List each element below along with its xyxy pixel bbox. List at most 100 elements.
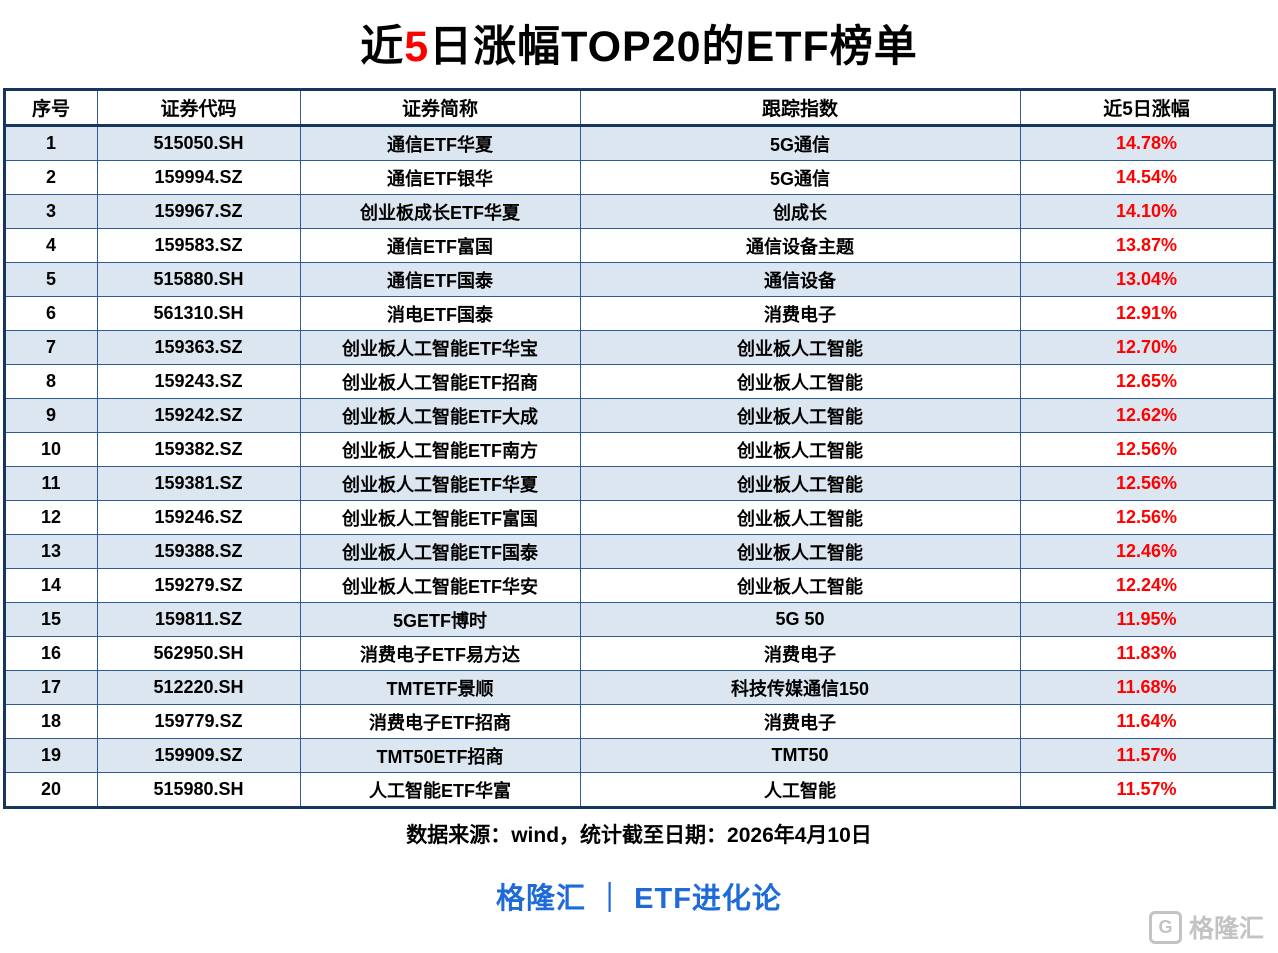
table-row: 14 159279.SZ 创业板人工智能ETF华安 创业板人工智能 12.24% xyxy=(3,568,1275,603)
cell-rank: 20 xyxy=(3,772,98,808)
cell-code: 561310.SH xyxy=(96,296,301,331)
cell-code: 159779.SZ xyxy=(96,704,301,739)
cell-code: 159279.SZ xyxy=(96,568,301,603)
cell-change: 13.87% xyxy=(1019,228,1275,263)
cell-code: 159967.SZ xyxy=(96,194,301,229)
cell-rank: 2 xyxy=(3,160,98,195)
cell-rank: 14 xyxy=(3,568,98,603)
cell-index: 创成长 xyxy=(579,194,1021,229)
cell-name: TMT50ETF招商 xyxy=(299,738,581,773)
table-row: 15 159811.SZ 5GETF博时 5G 50 11.95% xyxy=(3,602,1275,637)
cell-name: 创业板人工智能ETF华安 xyxy=(299,568,581,603)
cell-index: 消费电子 xyxy=(579,636,1021,671)
cell-code: 159242.SZ xyxy=(96,398,301,433)
cell-name: 通信ETF富国 xyxy=(299,228,581,263)
cell-index: 创业板人工智能 xyxy=(579,534,1021,569)
cell-code: 515050.SH xyxy=(96,125,301,161)
cell-rank: 12 xyxy=(3,500,98,535)
table-row: 1 515050.SH 通信ETF华夏 5G通信 14.78% xyxy=(3,125,1275,161)
cell-rank: 5 xyxy=(3,262,98,297)
cell-name: 5GETF博时 xyxy=(299,602,581,637)
table-row: 5 515880.SH 通信ETF国泰 通信设备 13.04% xyxy=(3,262,1275,297)
cell-name: 创业板人工智能ETF富国 xyxy=(299,500,581,535)
table-row: 11 159381.SZ 创业板人工智能ETF华夏 创业板人工智能 12.56% xyxy=(3,466,1275,501)
cell-rank: 13 xyxy=(3,534,98,569)
cell-code: 159388.SZ xyxy=(96,534,301,569)
gelonghui-watermark: G 格隆汇 xyxy=(1148,909,1264,945)
cell-code: 515880.SH xyxy=(96,262,301,297)
cell-change: 11.57% xyxy=(1019,772,1275,808)
cell-name: 消电ETF国泰 xyxy=(299,296,581,331)
cell-index: 通信设备 xyxy=(579,262,1021,297)
table-row: 12 159246.SZ 创业板人工智能ETF富国 创业板人工智能 12.56% xyxy=(3,500,1275,535)
table-row: 6 561310.SH 消电ETF国泰 消费电子 12.91% xyxy=(3,296,1275,331)
cell-change: 11.68% xyxy=(1019,670,1275,705)
cell-code: 159811.SZ xyxy=(96,602,301,637)
cell-index: 创业板人工智能 xyxy=(579,432,1021,467)
etf-ranking-table: 序号 证券代码 证券简称 跟踪指数 近5日涨幅 1 515050.SH 通信ETF华夏 5G通… xyxy=(2,88,1276,809)
cell-rank: 3 xyxy=(3,194,98,229)
cell-change: 14.10% xyxy=(1019,194,1275,229)
column-header: 序号 xyxy=(3,89,98,127)
table-row: 16 562950.SH 消费电子ETF易方达 消费电子 11.83% xyxy=(3,636,1275,671)
cell-index: 人工智能 xyxy=(579,772,1021,808)
title-suffix: 日涨幅TOP20的ETF榜单 xyxy=(429,23,918,71)
cell-rank: 11 xyxy=(3,466,98,501)
title-highlight: 5 xyxy=(404,23,430,71)
cell-change: 14.54% xyxy=(1019,160,1275,195)
cell-index: 5G通信 xyxy=(579,125,1021,161)
table-row: 3 159967.SZ 创业板成长ETF华夏 创成长 14.10% xyxy=(3,194,1275,229)
cell-name: 消费电子ETF易方达 xyxy=(299,636,581,671)
cell-index: 5G通信 xyxy=(579,160,1021,195)
cell-name: 创业板人工智能ETF国泰 xyxy=(299,534,581,569)
cell-rank: 10 xyxy=(3,432,98,467)
table-row: 18 159779.SZ 消费电子ETF招商 消费电子 11.64% xyxy=(3,704,1275,739)
cell-name: 通信ETF国泰 xyxy=(299,262,581,297)
gelonghui-watermark-text: 格隆汇 xyxy=(1188,915,1264,943)
cell-name: 创业板成长ETF华夏 xyxy=(299,194,581,229)
cell-code: 515980.SH xyxy=(96,772,301,808)
cell-index: 创业板人工智能 xyxy=(579,500,1021,535)
cell-change: 12.46% xyxy=(1019,534,1275,569)
cell-name: 人工智能ETF华富 xyxy=(299,772,581,808)
title-prefix: 近 xyxy=(360,23,405,71)
table-row: 20 515980.SH 人工智能ETF华富 人工智能 11.57% xyxy=(3,772,1275,808)
cell-change: 12.56% xyxy=(1019,466,1275,501)
table-row: 13 159388.SZ 创业板人工智能ETF国泰 创业板人工智能 12.46% xyxy=(3,534,1275,569)
column-header: 证券代码 xyxy=(96,89,301,127)
cell-index: 创业板人工智能 xyxy=(579,398,1021,433)
cell-index: 通信设备主题 xyxy=(579,228,1021,263)
cell-code: 159909.SZ xyxy=(96,738,301,773)
cell-change: 14.78% xyxy=(1019,125,1275,161)
cell-rank: 15 xyxy=(3,602,98,637)
cell-rank: 6 xyxy=(3,296,98,331)
cell-change: 12.70% xyxy=(1019,330,1275,365)
cell-rank: 17 xyxy=(3,670,98,705)
cell-code: 159243.SZ xyxy=(96,364,301,399)
table-row: 17 512220.SH TMTETF景顺 科技传媒通信150 11.68% xyxy=(3,670,1275,705)
cell-name: 消费电子ETF招商 xyxy=(299,704,581,739)
cell-index: 科技传媒通信150 xyxy=(579,670,1021,705)
table-row: 9 159242.SZ 创业板人工智能ETF大成 创业板人工智能 12.62% xyxy=(3,398,1275,433)
cell-change: 12.91% xyxy=(1019,296,1275,331)
cell-change: 12.56% xyxy=(1019,500,1275,535)
page-title: 近5日涨幅TOP20的ETF榜单 xyxy=(0,12,1278,74)
cell-code: 159583.SZ xyxy=(96,228,301,263)
column-header: 跟踪指数 xyxy=(579,89,1021,127)
cell-name: 创业板人工智能ETF大成 xyxy=(299,398,581,433)
table-row: 19 159909.SZ TMT50ETF招商 TMT50 11.57% xyxy=(3,738,1275,773)
column-header: 近5日涨幅 xyxy=(1019,89,1275,127)
table-row: 8 159243.SZ 创业板人工智能ETF招商 创业板人工智能 12.65% xyxy=(3,364,1275,399)
cell-name: 创业板人工智能ETF南方 xyxy=(299,432,581,467)
cell-code: 562950.SH xyxy=(96,636,301,671)
cell-name: 创业板人工智能ETF招商 xyxy=(299,364,581,399)
cell-code: 159382.SZ xyxy=(96,432,301,467)
cell-code: 159246.SZ xyxy=(96,500,301,535)
cell-name: 创业板人工智能ETF华宝 xyxy=(299,330,581,365)
cell-change: 12.24% xyxy=(1019,568,1275,603)
cell-rank: 18 xyxy=(3,704,98,739)
cell-name: 创业板人工智能ETF华夏 xyxy=(299,466,581,501)
table-row: 7 159363.SZ 创业板人工智能ETF华宝 创业板人工智能 12.70% xyxy=(3,330,1275,365)
cell-code: 512220.SH xyxy=(96,670,301,705)
cell-change: 11.83% xyxy=(1019,636,1275,671)
